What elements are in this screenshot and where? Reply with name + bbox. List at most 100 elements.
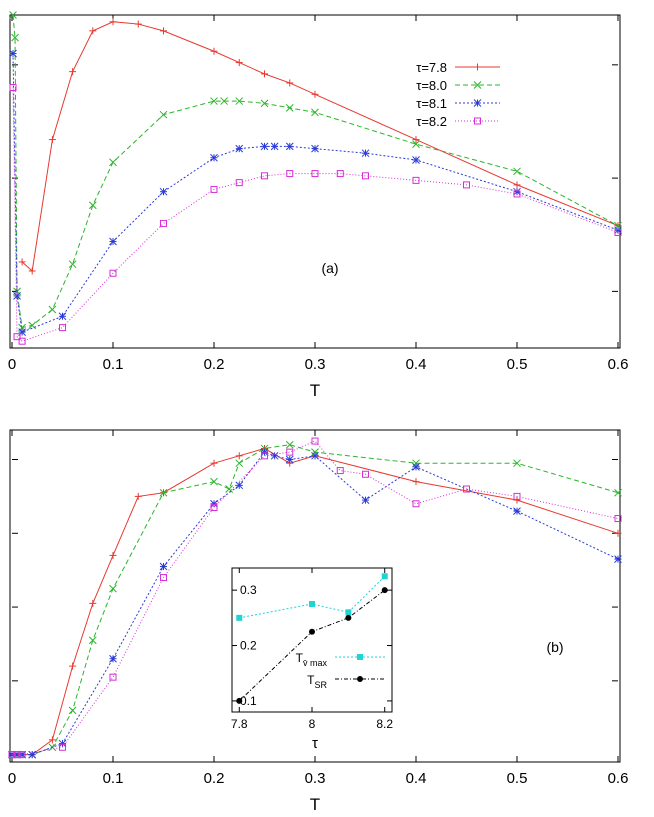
data-point [89, 27, 97, 35]
inset-data-point [381, 573, 388, 580]
x-tick-label: 0.5 [507, 356, 528, 373]
panel-a-x-ticks: 0 0.1 0.2 0.3 0.4 0.5 0.6 [8, 15, 629, 373]
data-point [9, 11, 17, 19]
data-point [109, 269, 117, 277]
data-point [109, 673, 117, 681]
series-3 [9, 49, 622, 336]
legend-label: τ=7.8 [416, 60, 447, 75]
legend-marker [474, 63, 481, 71]
data-point [311, 108, 319, 117]
data-point [412, 463, 420, 471]
data-point [13, 292, 21, 300]
data-point [58, 312, 67, 321]
x-tick-label: 0.6 [608, 356, 629, 373]
data-point [48, 305, 57, 314]
data-point [412, 500, 420, 508]
data-point [362, 470, 369, 478]
data-point [235, 452, 243, 460]
inset-x-tick-label: 8 [309, 717, 316, 731]
data-point [235, 144, 244, 153]
data-point [513, 181, 521, 189]
data-point [614, 228, 622, 236]
inset-data-point [309, 601, 315, 607]
data-point [235, 179, 243, 187]
data-point [311, 437, 319, 445]
panel-b-xlabel: T [310, 795, 320, 814]
panel-b-label: (b) [546, 639, 563, 655]
data-point [235, 459, 244, 468]
data-point [361, 149, 370, 158]
data-point [412, 156, 420, 164]
data-point [160, 574, 167, 582]
x-tick-label: 0.6 [608, 770, 629, 787]
data-point [513, 507, 521, 516]
series-4 [9, 83, 622, 345]
inset-y-tick-label: 0.1 [240, 694, 257, 708]
x-tick-label: 0.1 [103, 356, 124, 373]
data-point [28, 321, 37, 330]
data-point [513, 190, 521, 198]
data-point [210, 499, 218, 508]
data-point [160, 219, 167, 227]
inset-series-1 [236, 573, 388, 621]
data-point [89, 599, 97, 607]
data-point [286, 448, 294, 456]
data-point [109, 158, 117, 167]
panel-b-x-ticks: 0 0.1 0.2 0.3 0.4 0.5 0.6 [8, 430, 629, 787]
data-point [18, 337, 26, 345]
data-point [285, 104, 294, 112]
data-point [109, 237, 117, 246]
inset-data-point [236, 697, 243, 704]
data-point [336, 467, 344, 475]
data-point [210, 477, 218, 486]
data-point [68, 260, 77, 269]
data-point [412, 459, 420, 468]
data-point [109, 551, 117, 559]
data-point [210, 459, 218, 467]
inset-series-line [239, 575, 386, 619]
inset-legend-subscript: v̄ max [303, 658, 328, 668]
series-1 [18, 18, 622, 275]
data-point [68, 706, 77, 715]
data-point [58, 739, 67, 748]
series-3 [8, 448, 622, 759]
data-point [362, 172, 369, 180]
data-point [261, 70, 268, 78]
inset-data-point [236, 614, 243, 621]
x-tick-label: 0.4 [406, 770, 427, 787]
data-point [311, 170, 319, 178]
data-point [13, 751, 21, 759]
panel-b: 0 0.1 0.2 0.3 0.4 0.5 0.6 (b) T 7.8 8 8.20.10.20… [8, 429, 629, 814]
inset-x-tick-label: 8.2 [376, 717, 393, 731]
data-point [260, 444, 269, 453]
data-point [28, 267, 36, 275]
data-point [28, 750, 37, 759]
inset-data-point [381, 587, 388, 594]
inset-y-tick-label: 0.3 [240, 583, 257, 597]
data-point [286, 170, 294, 178]
inset-data-point [345, 614, 352, 621]
data-point [235, 59, 243, 67]
data-point [48, 736, 56, 744]
data-point [59, 743, 66, 751]
x-tick-label: 0.2 [204, 356, 225, 373]
data-point [270, 142, 279, 151]
data-point [270, 451, 279, 460]
legend-marker [473, 99, 482, 107]
data-point [69, 68, 77, 76]
panel-b-series [8, 437, 622, 759]
x-tick-label: 0.3 [305, 356, 326, 373]
data-point [285, 455, 294, 464]
data-point [9, 83, 17, 91]
data-point [159, 488, 168, 497]
data-point [286, 79, 294, 87]
data-point [59, 324, 66, 332]
data-point [614, 226, 622, 235]
panel-a-frame [9, 14, 621, 349]
panel-a-series [9, 11, 622, 345]
inset-series-2 [236, 587, 388, 704]
inset-legend-subscript: SR [314, 680, 327, 690]
panel-a: 0 0.1 0.2 0.3 0.4 0.5 0.6 τ=7.8 τ=8.0 τ=8.1 τ=8.2… [8, 11, 629, 400]
data-point [159, 187, 168, 196]
